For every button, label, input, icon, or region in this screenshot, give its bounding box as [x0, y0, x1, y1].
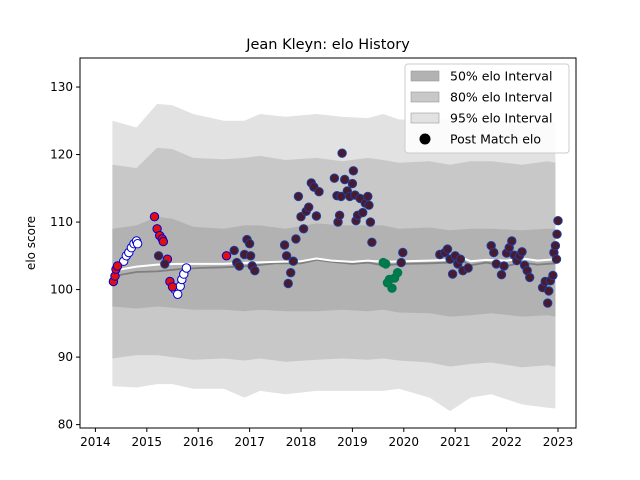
legend-label: Post Match elo [450, 132, 541, 147]
elo-point [283, 278, 293, 289]
elo-point [367, 237, 377, 248]
elo-point [455, 254, 466, 264]
elo-point [234, 261, 245, 271]
x-tick-label: 2019 [337, 435, 368, 449]
elo-point [158, 236, 169, 247]
x-tick-label: 2017 [234, 435, 265, 449]
x-tick-label: 2021 [440, 435, 471, 449]
elo-point [447, 269, 458, 279]
elo-point [442, 244, 453, 254]
elo-point [358, 207, 368, 218]
elo-point [340, 174, 350, 185]
elo-point [334, 210, 345, 221]
y-tick-label: 130 [50, 80, 73, 94]
elo-point [507, 236, 517, 246]
legend-swatch [410, 91, 440, 103]
elo-point [363, 191, 373, 202]
elo-point [364, 200, 374, 210]
chart-title: Jean Kleyn: elo History [245, 37, 410, 53]
legend-swatch [410, 70, 440, 82]
y-tick-label: 90 [58, 350, 73, 364]
elo-point [499, 261, 509, 271]
elo-point [396, 257, 406, 268]
elo-point [279, 240, 290, 250]
interval-bands [112, 103, 556, 412]
legend-marker [419, 133, 431, 145]
elo-point [544, 286, 554, 296]
elo-point [365, 217, 376, 227]
legend-label: 50% elo Interval [450, 69, 552, 84]
elo-point [153, 251, 164, 261]
elo-point [112, 261, 123, 271]
elo-point [281, 251, 292, 261]
elo-point [245, 251, 256, 261]
elo-point [132, 239, 143, 249]
elo-point [553, 216, 563, 226]
elo-point [552, 229, 562, 239]
plot-area [108, 103, 563, 412]
elo-point [173, 289, 183, 299]
elo-point [244, 239, 255, 249]
elo-point [181, 263, 192, 273]
elo-point [381, 259, 391, 269]
elo-point [525, 272, 535, 283]
elo-point [286, 268, 296, 278]
trend-lines [111, 256, 556, 281]
mean-line [111, 258, 556, 281]
elo-point [496, 270, 507, 280]
elo-point [293, 191, 304, 202]
elo-point [288, 256, 298, 266]
elo-point [250, 266, 260, 276]
elo-point [160, 259, 170, 269]
x-tick-label: 2016 [183, 435, 214, 449]
elo-point [398, 247, 408, 258]
legend-swatch [410, 112, 440, 124]
elo-point [304, 202, 314, 212]
elo-point [314, 187, 324, 197]
elo-point [291, 234, 301, 244]
x-tick-label: 2022 [491, 435, 522, 449]
median-line [111, 256, 556, 277]
elo-point [337, 148, 347, 158]
elo-point [167, 282, 178, 292]
elo-point [551, 254, 562, 264]
x-tick-label: 2014 [80, 435, 111, 449]
y-axis-label: elo score [24, 216, 38, 270]
elo-point [517, 247, 527, 257]
elo-point [229, 245, 239, 256]
y-axis: 80 90 100 110 120 130 [50, 80, 80, 432]
y-tick-label: 120 [50, 148, 73, 162]
elo-point [348, 166, 359, 176]
legend-box [404, 63, 570, 154]
y-tick-label: 80 [58, 418, 73, 432]
elo-point [392, 268, 403, 278]
elo-point [311, 211, 322, 221]
x-axis: 2014 2015 2016 2017 2018 2019 2020 2021 2022 2023 [80, 428, 573, 449]
legend: 50% elo Interval 80% elo Interval 95% elo … [404, 63, 570, 154]
y-tick-label: 100 [50, 283, 73, 297]
elo-point [543, 298, 553, 308]
y-tick-label: 110 [50, 215, 73, 229]
legend-label: 95% elo Interval [450, 111, 552, 126]
elo-point [329, 173, 340, 183]
elo-point [221, 251, 232, 261]
legend-label: 80% elo Interval [450, 90, 552, 105]
elo-point [550, 241, 561, 251]
elo-point [463, 263, 473, 273]
x-tick-label: 2018 [286, 435, 317, 449]
elo-point [491, 259, 501, 269]
elo-point [298, 224, 309, 234]
elo-point [387, 283, 397, 293]
plot-frame [79, 57, 577, 429]
x-tick-label: 2023 [543, 435, 574, 449]
elo-point [149, 212, 160, 222]
elo-point [548, 270, 558, 281]
interval-band-2 [112, 216, 556, 317]
elo-point [347, 178, 358, 189]
x-tick-label: 2015 [132, 435, 163, 449]
x-tick-label: 2020 [389, 435, 420, 449]
elo-point [489, 247, 499, 258]
post-match-points [108, 148, 563, 308]
